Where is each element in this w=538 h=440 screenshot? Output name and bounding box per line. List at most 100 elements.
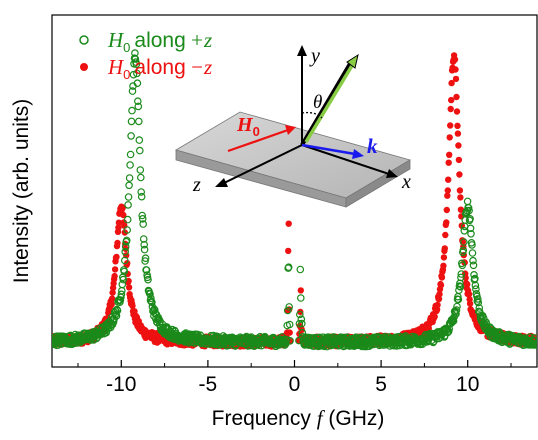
data-point (486, 323, 494, 332)
data-point (444, 192, 451, 199)
data-point (463, 197, 472, 206)
magnetization-arrow-shadow (300, 60, 353, 147)
data-point (129, 70, 138, 79)
legend-text: along (134, 29, 185, 52)
data-point (108, 301, 115, 308)
magnetization-arrow (304, 63, 355, 143)
data-point (531, 341, 537, 349)
legend: H0 along +z H0 along −z (79, 28, 212, 82)
data-point (442, 231, 449, 239)
data-point (452, 66, 459, 73)
data-point (133, 69, 141, 78)
data-point (141, 254, 150, 263)
legend-symbol: H (107, 55, 125, 79)
data-point (286, 336, 294, 345)
data-point (108, 295, 116, 302)
data-point (446, 134, 453, 141)
data-point (121, 256, 129, 265)
data-point (181, 338, 189, 346)
data-point (285, 247, 292, 255)
data-point (473, 295, 482, 303)
legend-sign: −z (190, 55, 212, 79)
data-point (455, 156, 463, 164)
data-point (138, 215, 147, 223)
data-point (141, 257, 149, 265)
data-point (139, 220, 148, 228)
data-point (457, 270, 466, 278)
data-point (468, 241, 476, 249)
x-axis-label-prefix: Frequency (212, 407, 312, 430)
data-point (285, 320, 294, 329)
data-point (283, 306, 292, 315)
data-point (465, 290, 473, 298)
data-point (455, 286, 463, 295)
data-point (114, 239, 121, 247)
data-point (134, 97, 142, 106)
inset-axis-z: z (192, 174, 201, 196)
data-point (284, 263, 293, 272)
data-point (138, 211, 147, 220)
data-point (113, 306, 122, 315)
data-point (286, 329, 293, 336)
data-point (434, 301, 441, 309)
data-point (436, 291, 443, 298)
data-point (144, 275, 152, 284)
inset-axis-y: y (309, 45, 320, 67)
wavevector-arrow (301, 143, 356, 156)
data-point (466, 300, 474, 307)
data-point (454, 122, 461, 129)
data-point (295, 319, 304, 328)
data-point (452, 75, 460, 83)
data-point (125, 284, 133, 291)
data-point (122, 236, 131, 245)
x-tick-label: -10 (106, 373, 136, 396)
data-point (135, 117, 143, 126)
x-axis-arrowhead (386, 169, 398, 178)
data-point (127, 117, 136, 126)
wavevector-arrowhead (352, 149, 364, 159)
data-point (466, 215, 474, 223)
x-tick-label: 10 (456, 373, 479, 396)
data-point (109, 289, 116, 296)
x-axis-label-symbol: f (317, 406, 326, 430)
data-point (470, 270, 478, 279)
data-point (148, 298, 156, 307)
data-point (455, 142, 462, 149)
data-point (296, 294, 305, 302)
data-point (458, 261, 467, 270)
data-point (142, 266, 151, 274)
data-point (131, 55, 140, 63)
data-point (118, 280, 127, 289)
data-point (74, 336, 83, 345)
data-point (140, 240, 149, 249)
data-point (469, 261, 478, 270)
data-point (444, 187, 451, 194)
data-point (453, 302, 461, 311)
data-point (446, 151, 453, 158)
y-axis-label: Intensity (arb. units) (10, 99, 33, 283)
data-point (460, 227, 469, 235)
legend-sign: +z (190, 28, 212, 52)
data-point (137, 188, 146, 196)
data-point (126, 161, 134, 169)
data-point (452, 306, 461, 314)
data-point (111, 272, 118, 280)
data-point (456, 282, 465, 291)
data-point (139, 235, 148, 243)
data-point (454, 130, 462, 137)
data-point (467, 230, 475, 238)
data-point (459, 238, 468, 246)
data-point (140, 245, 149, 254)
data-point (454, 295, 463, 304)
data-point (457, 194, 464, 201)
data-layer (52, 49, 537, 351)
x-axis-ticks: -10 -5 0 5 10 (77, 360, 512, 396)
data-point (459, 246, 468, 255)
data-point (297, 287, 304, 294)
data-point (441, 245, 448, 252)
z-axis-arrowhead (215, 178, 228, 187)
data-point (119, 275, 128, 284)
data-point (134, 102, 143, 111)
legend-text: along (134, 56, 185, 79)
data-point (121, 248, 130, 256)
